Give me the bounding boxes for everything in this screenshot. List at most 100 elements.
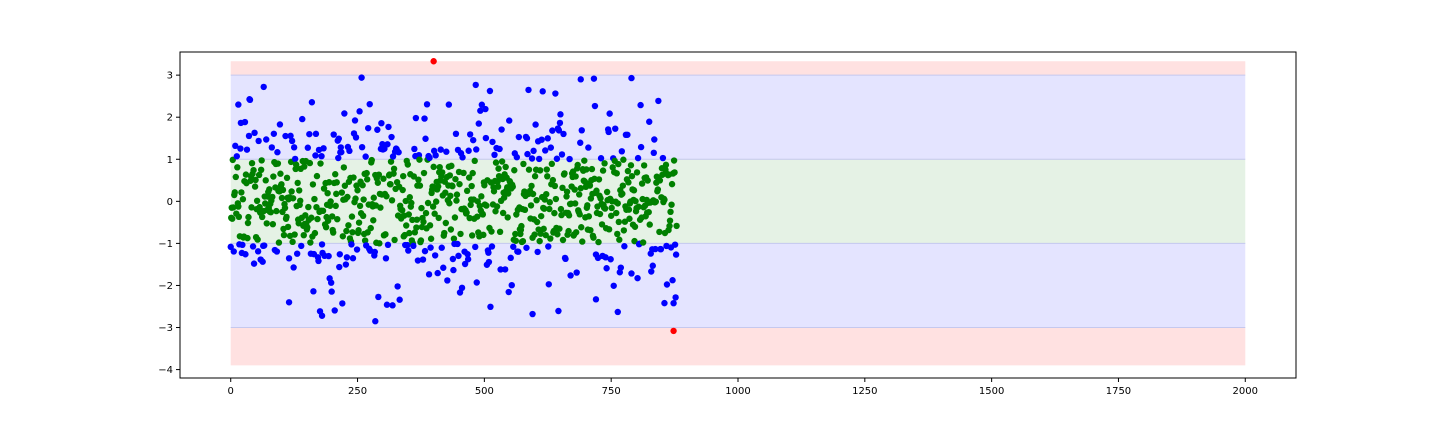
data-point-691: [578, 224, 585, 231]
data-point-835: [651, 136, 658, 143]
y-axis: −4 −3 −2 −1 0 1 2 3: [158, 71, 180, 376]
data-point-432: [446, 172, 454, 179]
data-point-42: [248, 159, 256, 167]
data-point-166: [311, 229, 319, 237]
data-point-504: [483, 202, 490, 209]
data-point-410: [435, 214, 442, 222]
data-point-353: [406, 194, 413, 201]
data-point-383: [421, 247, 429, 255]
data-point-873: [670, 299, 677, 307]
data-point-419: [440, 264, 447, 271]
data-point-311: [385, 123, 392, 131]
data-point-398: [429, 183, 436, 190]
data-point-228: [343, 227, 350, 235]
data-point-666: [565, 227, 572, 235]
data-point-338: [398, 206, 406, 214]
data-point-289: [374, 126, 381, 133]
data-point-253: [355, 219, 363, 226]
data-point-658: [561, 170, 568, 177]
data-point-34: [244, 219, 252, 227]
data-point-750: [607, 212, 615, 219]
data-point-47: [251, 129, 258, 137]
data-point-423: [442, 189, 449, 196]
data-point-588: [525, 166, 533, 173]
data-point-53: [254, 236, 261, 243]
data-point-431: [446, 200, 453, 207]
data-point-785: [625, 206, 633, 213]
data-point-663: [563, 188, 571, 195]
data-point-532: [497, 266, 504, 273]
data-point-424: [442, 219, 450, 227]
data-point-472: [466, 131, 474, 138]
data-point-382: [421, 115, 428, 122]
data-point-139: [298, 242, 305, 250]
band-3: [230, 243, 1246, 328]
data-point-519: [490, 188, 498, 195]
data-point-628: [546, 205, 553, 213]
data-point-108: [282, 132, 289, 140]
data-point-229: [343, 254, 351, 261]
data-point-562: [512, 237, 520, 244]
data-point-693: [579, 238, 586, 245]
data-point-776: [621, 243, 628, 250]
data-point-173: [315, 257, 322, 265]
y-tick-label-1: −3: [158, 323, 173, 334]
data-point-98: [277, 170, 284, 177]
data-point-121: [288, 137, 296, 145]
data-point-822: [644, 177, 651, 184]
data-point-255: [356, 202, 364, 210]
x-tick-label-5: 1250: [852, 386, 877, 397]
data-point-755: [610, 282, 617, 289]
data-point-358: [409, 216, 416, 224]
data-point-690: [577, 185, 584, 192]
data-point-512: [487, 303, 494, 311]
data-point-738: [601, 205, 609, 212]
data-point-318: [388, 197, 396, 204]
data-point-95: [275, 239, 283, 246]
data-point-815: [640, 162, 648, 169]
data-point-120: [288, 188, 295, 195]
data-point-200: [328, 213, 336, 220]
data-point-69: [262, 177, 269, 184]
x-tick-label-7: 1750: [1106, 386, 1131, 397]
data-point-838: [652, 198, 660, 205]
data-point-846: [656, 177, 664, 184]
data-point-394: [427, 244, 434, 251]
data-point-266: [362, 153, 369, 160]
data-point-640: [552, 90, 559, 97]
data-point-434: [447, 226, 455, 233]
data-point-206: [332, 171, 339, 178]
data-point-473: [467, 201, 474, 209]
data-point-333: [396, 296, 403, 303]
data-point-416: [438, 244, 445, 251]
data-point-654: [559, 184, 566, 192]
data-point-893: [670, 327, 677, 335]
data-point-877: [672, 294, 679, 301]
data-point-220: [339, 300, 346, 307]
data-point-597: [530, 147, 537, 155]
data-point-615: [539, 88, 546, 95]
data-point-163: [310, 288, 317, 295]
data-point-703: [584, 202, 591, 209]
data-point-795: [630, 187, 638, 194]
data-point-791: [628, 172, 636, 180]
data-point-653: [558, 151, 566, 158]
data-point-278: [368, 156, 375, 164]
data-point-851: [659, 171, 666, 178]
data-point-514: [488, 228, 495, 235]
data-point-608: [535, 155, 543, 163]
x-tick-label-6: 1500: [979, 386, 1004, 397]
y-tick-label-7: 3: [167, 71, 173, 82]
data-point-520: [491, 151, 498, 159]
data-point-489: [475, 120, 482, 127]
data-point-159: [308, 214, 315, 221]
data-point-678: [571, 186, 578, 193]
data-point-880: [577, 76, 584, 83]
y-tick-label-2: −2: [158, 281, 173, 292]
data-point-531: [496, 228, 504, 236]
data-point-747: [606, 110, 613, 117]
data-point-70: [263, 136, 270, 143]
data-point-845: [656, 228, 663, 236]
data-point-875: [671, 169, 678, 176]
data-point-224: [341, 110, 348, 117]
